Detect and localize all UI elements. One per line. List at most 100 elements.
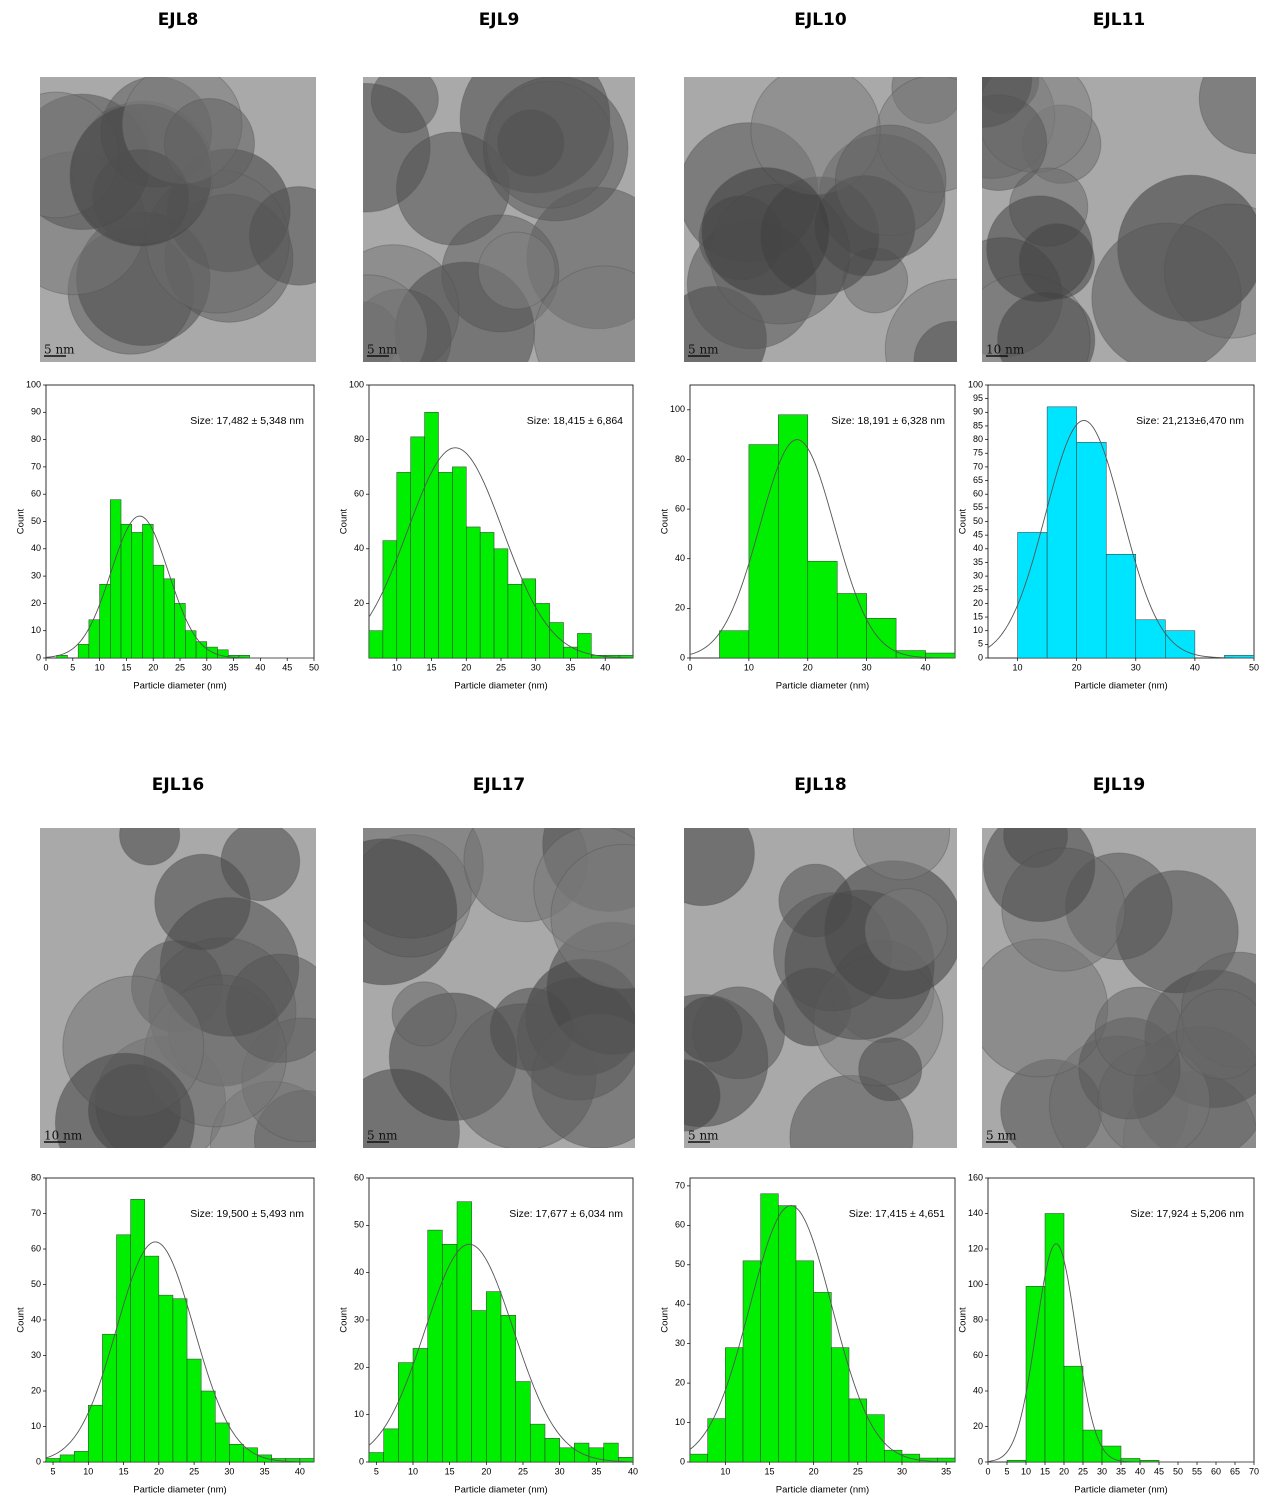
bar: [152, 564, 165, 659]
particle: [91, 149, 190, 247]
bar: [486, 1291, 502, 1463]
x-axis-label: Particle diameter (nm): [454, 1485, 547, 1496]
particle: [834, 124, 947, 237]
bar: [866, 618, 897, 659]
y-tick-label: 20: [973, 598, 983, 608]
x-tick-label: 30: [897, 1466, 907, 1476]
x-tick-label: 10: [744, 662, 754, 672]
panel: EJL18 5 nm 10 15 20 25 30 35 0 10 20 30 40 50 60 70 Part…: [660, 775, 957, 1496]
y-axis-label: Count: [958, 1307, 969, 1333]
x-tick-label: 20: [1059, 1466, 1069, 1476]
y-tick-label: 10: [354, 1409, 364, 1419]
particle: [363, 838, 458, 986]
x-tick-label: 15: [1040, 1466, 1050, 1476]
bar: [77, 644, 90, 659]
panel: EJL19 5 nm 0 5 10 15 20 25 30 35 40 45 50 55 60 65 70 0 20…: [958, 775, 1259, 1496]
bar: [215, 1422, 230, 1463]
particle: [119, 828, 181, 866]
x-axis-label: Particle diameter (nm): [776, 1485, 869, 1496]
y-tick-label: 70: [973, 461, 983, 471]
y-tick-label: 80: [973, 434, 983, 444]
x-tick-label: 40: [600, 662, 610, 672]
panel: EJL10 5 nm 0 10 20 30 40 0 20 40 60 80 100 Particle d…: [660, 10, 957, 692]
bar: [1025, 1286, 1046, 1463]
particle: [550, 843, 635, 990]
y-tick-label: 20: [354, 1362, 364, 1372]
x-tick-label: 50: [1173, 1466, 1183, 1476]
bar: [424, 412, 439, 659]
panel-title: EJL17: [473, 775, 525, 795]
y-tick-label: 80: [354, 434, 364, 444]
y-tick-label: 15: [973, 611, 983, 621]
bar: [398, 1362, 414, 1463]
particle: [486, 80, 614, 209]
panel-title: EJL8: [158, 10, 199, 30]
bar: [719, 630, 750, 659]
particle: [858, 1037, 923, 1102]
y-tick-label: 20: [31, 598, 41, 608]
x-tick-label: 30: [531, 662, 541, 672]
y-tick-label: 10: [31, 1421, 41, 1431]
x-tick-label: 10: [392, 662, 402, 672]
bar: [88, 1404, 103, 1463]
particle: [391, 981, 457, 1047]
y-tick-label: 50: [973, 516, 983, 526]
bar: [116, 1234, 131, 1463]
x-tick-label: 45: [1154, 1466, 1164, 1476]
panel: EJL11 10 nm 10 20 30 40 50 0 5 10 15 20 25 30 35 40 45 50…: [958, 10, 1259, 692]
x-axis-label: Particle diameter (nm): [1074, 1485, 1167, 1496]
particle: [248, 186, 316, 286]
particle: [852, 828, 951, 881]
y-tick-label: 60: [354, 1172, 364, 1182]
x-tick-label: 60: [1211, 1466, 1221, 1476]
scale-bar-label: 10 nm: [44, 1129, 83, 1143]
y-tick-label: 90: [973, 407, 983, 417]
bar: [507, 584, 523, 659]
size-annotation: Size: 17,415 ± 4,651: [849, 1208, 945, 1220]
bar: [471, 1310, 487, 1463]
bar: [383, 1428, 399, 1463]
y-tick-label: 140: [968, 1208, 983, 1218]
x-tick-label: 25: [1078, 1466, 1088, 1476]
particle: [692, 986, 786, 1080]
y-tick-label: 20: [675, 1377, 685, 1387]
bar: [412, 1348, 428, 1463]
bar: [144, 1255, 160, 1463]
y-tick-label: 100: [968, 379, 983, 389]
y-tick-label: 40: [675, 1299, 685, 1309]
tem-image: 5 nm: [363, 77, 635, 362]
y-tick-label: 50: [675, 1259, 685, 1269]
x-tick-label: 55: [1192, 1466, 1202, 1476]
y-tick-label: 30: [354, 1314, 364, 1324]
particle: [1091, 222, 1242, 362]
panel-title: EJL19: [1093, 775, 1145, 795]
scale-bar-label: 5 nm: [986, 1129, 1017, 1143]
y-tick-label: 40: [31, 1314, 41, 1324]
x-tick-label: 25: [175, 662, 185, 672]
particle: [477, 231, 556, 310]
particle: [1094, 986, 1184, 1077]
y-axis-label: Count: [339, 508, 350, 534]
x-tick-label: 15: [764, 1466, 774, 1476]
x-tick-label: 40: [1135, 1466, 1145, 1476]
x-tick-label: 35: [260, 1466, 270, 1476]
bar: [396, 472, 411, 659]
tem-image: 5 nm: [684, 77, 957, 362]
bar: [130, 1199, 145, 1463]
scale-bar-label: 5 nm: [44, 343, 75, 357]
x-tick-label: 10: [720, 1466, 730, 1476]
y-tick-label: 60: [973, 1350, 983, 1360]
x-tick-label: 30: [202, 662, 212, 672]
bar: [1105, 554, 1137, 659]
x-tick-label: 5: [1004, 1466, 1009, 1476]
x-tick-label: 10: [408, 1466, 418, 1476]
x-tick-label: 20: [1072, 662, 1082, 672]
x-tick-label: 40: [1190, 662, 1200, 672]
x-tick-label: 25: [853, 1466, 863, 1476]
bar: [831, 1347, 850, 1463]
panel: EJL17 5 nm 5 10 15 20 25 30 35 40 0 10 20 30 40 50 60 Par…: [339, 775, 638, 1496]
bar: [760, 1193, 779, 1463]
tem-image: 10 nm: [40, 828, 316, 1148]
tem-image: 5 nm: [982, 828, 1256, 1148]
fit-curve: [368, 447, 634, 659]
